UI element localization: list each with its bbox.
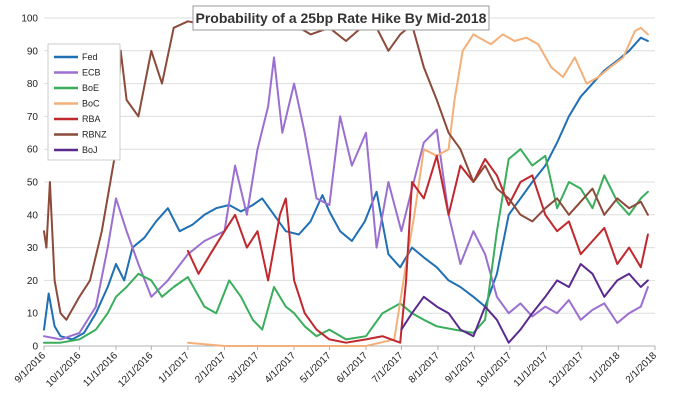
series-line-boe xyxy=(43,148,649,344)
y-tick-label: 20 xyxy=(27,276,39,287)
legend-label-fed: Fed xyxy=(82,52,98,62)
y-tick-label: 30 xyxy=(27,243,39,254)
series-line-rbnz xyxy=(43,20,649,321)
y-tick-label: 100 xyxy=(21,14,38,25)
series-line-boj xyxy=(400,263,649,344)
chart-title: Probability of a 25bp Rate Hike By Mid-2… xyxy=(196,10,487,26)
y-tick-label: 0 xyxy=(32,342,38,353)
legend-label-ecb: ECB xyxy=(82,68,101,78)
series-line-boc xyxy=(186,26,649,347)
y-tick-label: 50 xyxy=(27,178,39,189)
legend-box xyxy=(47,43,121,161)
chart-title-box: Probability of a 25bp Rate Hike By Mid-2… xyxy=(192,5,490,31)
legend-label-boj: BoJ xyxy=(82,145,98,155)
y-tick-label: 70 xyxy=(27,112,39,123)
series-line-ecb xyxy=(43,56,649,341)
y-tick-label: 10 xyxy=(27,309,39,320)
series-line-fed xyxy=(43,36,649,341)
y-tick-label: 60 xyxy=(27,145,39,156)
legend-label-rba: RBA xyxy=(82,114,101,124)
y-tick-label: 40 xyxy=(27,210,39,221)
y-axis: 0 10 20 30 40 50 60 70 80 90 100 xyxy=(21,14,38,353)
y-tick-label: 90 xyxy=(27,46,39,57)
legend-label-boe: BoE xyxy=(82,83,99,93)
legend: Fed ECB BoE BoC RBA RBNZ BoJ xyxy=(47,43,121,161)
legend-label-boc: BoC xyxy=(82,99,100,109)
series-lines xyxy=(43,20,649,347)
series-line-rba xyxy=(186,154,649,344)
y-tick-label: 80 xyxy=(27,79,39,90)
legend-label-rbnz: RBNZ xyxy=(82,130,107,140)
